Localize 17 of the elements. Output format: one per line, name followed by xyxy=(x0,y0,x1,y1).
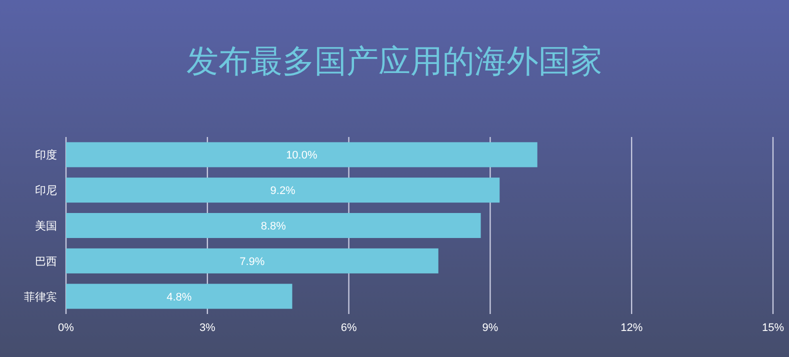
data-label: 7.9% xyxy=(240,256,265,268)
chart-title: 发布最多国产应用的海外国家 xyxy=(186,43,602,79)
data-label: 10.0% xyxy=(286,150,318,162)
x-tick-label: 15% xyxy=(762,322,784,334)
y-tick-label: 菲律宾 xyxy=(24,290,57,304)
x-tick-label: 6% xyxy=(340,322,357,334)
y-tick-label: 美国 xyxy=(35,220,57,232)
x-tick-label: 3% xyxy=(199,322,216,334)
data-label: 9.2% xyxy=(270,185,296,198)
data-label: 4.8% xyxy=(166,291,192,304)
y-tick-label: 印尼 xyxy=(35,184,57,198)
y-tick-label: 巴西 xyxy=(35,256,57,268)
x-tick-label: 9% xyxy=(482,322,498,334)
x-tick-label: 0% xyxy=(58,322,74,334)
x-tick-label: 12% xyxy=(620,322,643,334)
y-tick-label: 印度 xyxy=(35,148,57,162)
data-label: 8.8% xyxy=(260,220,286,232)
